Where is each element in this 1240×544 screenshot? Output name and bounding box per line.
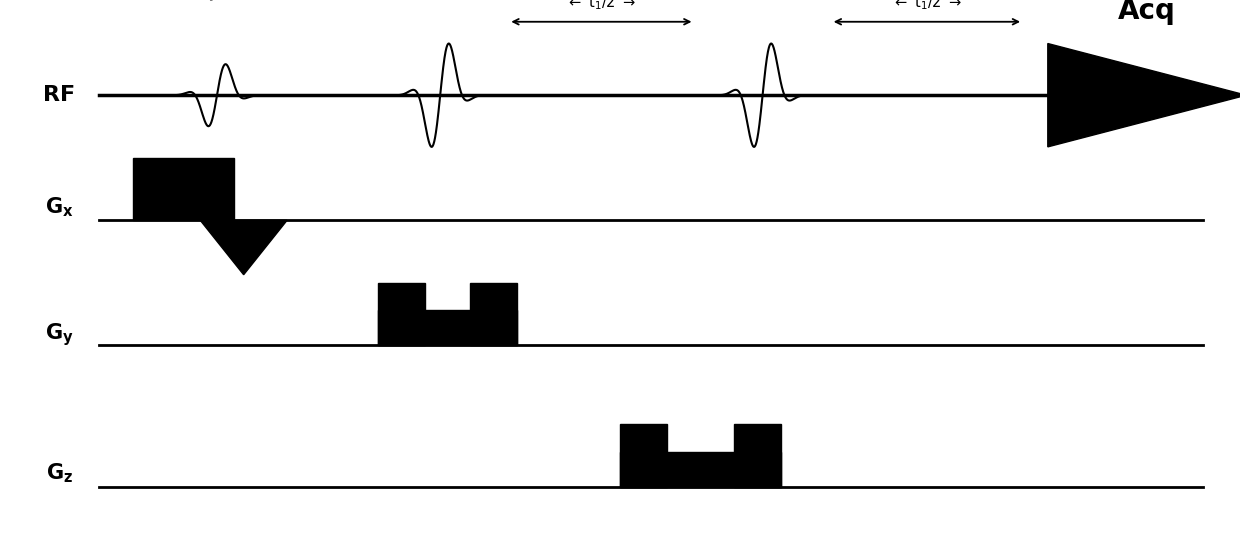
Bar (133, 158, 234, 220)
Polygon shape (200, 220, 288, 275)
Bar (470, 283, 517, 345)
Bar (620, 452, 781, 487)
Bar (378, 283, 425, 345)
Text: $\mathbf{G_x}$: $\mathbf{G_x}$ (45, 195, 74, 219)
Bar (620, 424, 667, 487)
Bar (734, 424, 781, 487)
Text: $\pi$/2: $\pi$/2 (198, 0, 236, 2)
Text: Acq: Acq (1118, 0, 1176, 25)
Text: $\mathbf{G_y}$: $\mathbf{G_y}$ (45, 321, 74, 348)
Text: $\leftarrow$ t$_1$/2 $\rightarrow$: $\leftarrow$ t$_1$/2 $\rightarrow$ (567, 0, 636, 12)
Polygon shape (1048, 44, 1240, 147)
Text: $\pi$: $\pi$ (433, 0, 448, 2)
Bar (378, 310, 517, 345)
Text: $\mathbf{G_z}$: $\mathbf{G_z}$ (46, 461, 73, 485)
Text: RF: RF (43, 85, 76, 105)
Text: $\leftarrow$ t$_1$/2 $\rightarrow$: $\leftarrow$ t$_1$/2 $\rightarrow$ (892, 0, 962, 12)
